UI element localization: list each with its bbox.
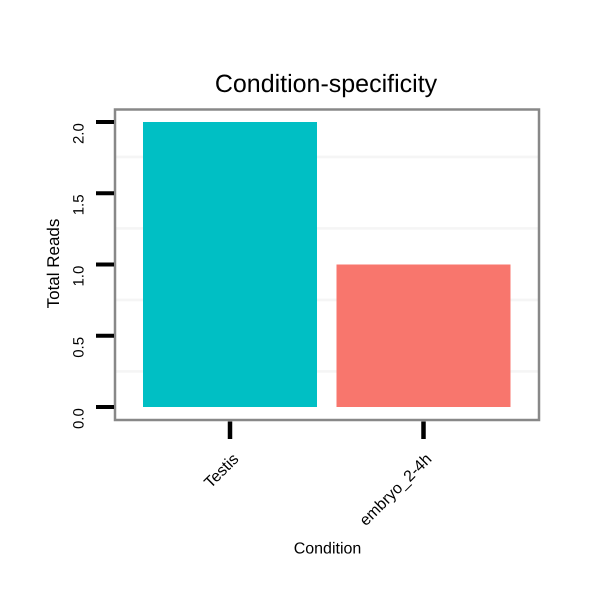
- svg-text:Condition: Condition: [294, 541, 362, 558]
- svg-text:0.5: 0.5: [71, 337, 88, 358]
- svg-text:Testis: Testis: [201, 451, 242, 492]
- svg-text:1.0: 1.0: [71, 266, 88, 287]
- svg-text:0.0: 0.0: [71, 408, 88, 429]
- svg-text:Total Reads: Total Reads: [44, 219, 63, 309]
- svg-text:2.0: 2.0: [71, 123, 88, 144]
- svg-text:embryo_2-4h: embryo_2-4h: [357, 451, 436, 530]
- svg-text:Condition-specificity: Condition-specificity: [215, 70, 438, 98]
- svg-text:1.5: 1.5: [71, 194, 88, 215]
